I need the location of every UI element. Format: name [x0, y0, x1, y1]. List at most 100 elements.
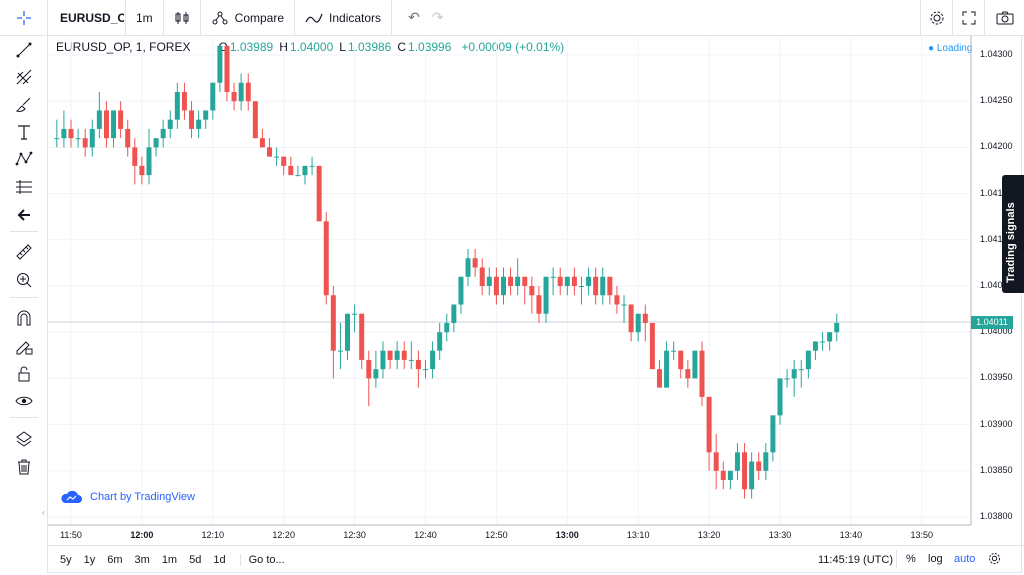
tool-text[interactable]	[12, 120, 36, 144]
lock-icon	[18, 366, 30, 382]
utc-clock[interactable]: 11:45:19 (UTC)	[818, 554, 893, 566]
cloud-logo-icon	[61, 490, 82, 503]
trendline-icon	[16, 42, 32, 58]
range-button-1y[interactable]: 1y	[83, 553, 96, 566]
tool-back[interactable]	[12, 203, 36, 227]
zoom-in-icon	[17, 273, 32, 288]
undo-icon[interactable]: ↶	[408, 9, 420, 25]
top-toolbar: 1m Compare Indicators ↶ ↷	[0, 0, 1024, 36]
compare-button[interactable]: Compare	[201, 0, 296, 36]
symbol-search[interactable]	[48, 0, 126, 36]
toolbar-right-group	[920, 0, 1024, 36]
symbol-title[interactable]: EURUSD_OP, 1, FOREX	[56, 40, 191, 54]
range-button-5d[interactable]: 5d	[189, 553, 202, 566]
range-button-6m[interactable]: 6m	[107, 553, 123, 566]
time-tick-label: 13:40	[839, 530, 863, 540]
tool-lock-drawing[interactable]	[12, 334, 36, 358]
fullscreen-icon	[962, 11, 975, 24]
pattern-icon	[15, 151, 33, 166]
compare-label: Compare	[234, 10, 285, 25]
candles-icon	[175, 11, 189, 24]
tradingview-watermark[interactable]: Chart by TradingView	[60, 490, 195, 504]
gear-icon	[930, 11, 943, 24]
tool-ruler[interactable]	[12, 240, 36, 264]
trading-signals-tab[interactable]: Trading signals	[1002, 175, 1024, 293]
brush-icon	[15, 97, 31, 112]
camera-icon	[996, 11, 1013, 24]
tool-projection[interactable]	[12, 175, 36, 199]
auto-scale-button[interactable]: auto	[954, 553, 976, 565]
symbol-input[interactable]	[58, 9, 126, 26]
projection-icon	[16, 180, 32, 194]
percent-scale-button[interactable]: %	[906, 553, 916, 565]
screenshot-button[interactable]	[984, 0, 1024, 36]
magnet-icon	[17, 310, 31, 326]
tool-magnet[interactable]	[12, 306, 36, 330]
scale-settings-button[interactable]	[988, 552, 1001, 568]
undo-redo-group: ↶ ↷	[392, 0, 459, 36]
open-key: O	[218, 40, 228, 54]
bottom-divider	[896, 550, 897, 568]
price-tick-label: 1.04150	[980, 187, 1013, 198]
tool-brush[interactable]	[12, 93, 36, 117]
goto-button[interactable]: Go to...	[239, 553, 293, 566]
time-tick-label: 13:20	[697, 530, 721, 540]
lock-drawing-icon	[16, 341, 33, 355]
close-key: C	[397, 40, 407, 54]
tool-layers[interactable]	[12, 427, 36, 451]
toolbar-divider	[10, 297, 38, 298]
indicators-label: Indicators	[329, 10, 382, 25]
log-scale-button[interactable]: log	[928, 553, 943, 565]
indicators-button[interactable]: Indicators	[295, 0, 393, 36]
range-button-5y[interactable]: 5y	[60, 553, 72, 566]
tool-lock[interactable]	[12, 362, 36, 386]
time-tick-label: 12:20	[272, 530, 295, 540]
price-tick-label: 1.03950	[980, 372, 1013, 383]
toolbar-divider	[10, 417, 38, 418]
trading-signals-label: Trading signals	[1005, 202, 1017, 283]
range-button-3m[interactable]: 3m	[134, 553, 150, 566]
text-icon	[18, 125, 30, 140]
time-tick-label: 12:50	[485, 530, 508, 540]
change-value: +0.00009 (+0.01%)	[461, 40, 565, 54]
time-tick-label: 12:00	[130, 530, 154, 540]
price-tick-label: 1.04300	[980, 49, 1013, 59]
loading-indicator: ● Loading	[928, 43, 973, 54]
collapse-toolbar-handle[interactable]: ‹	[42, 508, 45, 517]
tool-pattern[interactable]	[12, 147, 36, 171]
eye-icon	[15, 396, 33, 406]
price-tick-label: 1.04100	[980, 233, 1013, 244]
fib-icon	[16, 69, 32, 85]
trash-icon	[18, 459, 30, 475]
interval-button[interactable]: 1m	[126, 0, 164, 36]
drawing-toolbar	[0, 36, 48, 573]
range-buttons: 5y 1y 6m 3m 1m 5d 1d	[54, 554, 232, 566]
low-value: 1.03986	[347, 40, 392, 54]
low-key: L	[339, 40, 346, 54]
current-price-badge: 1.04011	[971, 316, 1013, 330]
tool-crosshair[interactable]	[12, 7, 36, 31]
tool-visibility[interactable]	[12, 389, 36, 413]
open-value: 1.03989	[229, 40, 274, 54]
ruler-icon	[16, 244, 32, 260]
range-button-1m[interactable]: 1m	[161, 553, 178, 566]
time-tick-label: 13:00	[555, 530, 579, 540]
time-tick-label: 13:30	[768, 530, 792, 540]
price-tick-label: 1.03900	[980, 418, 1013, 429]
watermark-text: Chart by TradingView	[90, 491, 195, 503]
settings-button[interactable]	[920, 0, 952, 36]
fullscreen-button[interactable]	[952, 0, 984, 36]
tool-zoom[interactable]	[12, 268, 36, 292]
indicators-icon	[305, 13, 323, 23]
range-button-1d[interactable]: 1d	[213, 553, 226, 566]
chart-style-button[interactable]	[164, 0, 201, 36]
gear-icon	[989, 553, 1000, 564]
tool-delete[interactable]	[12, 455, 36, 479]
price-tick-label: 1.04200	[980, 141, 1013, 152]
tool-trendline[interactable]	[12, 38, 36, 62]
tool-fib[interactable]	[12, 65, 36, 89]
time-tick-label: 13:10	[626, 530, 650, 540]
crosshair-menu-button[interactable]	[0, 0, 48, 36]
price-tick-label: 1.03850	[980, 464, 1013, 475]
redo-icon[interactable]: ↷	[431, 9, 444, 25]
